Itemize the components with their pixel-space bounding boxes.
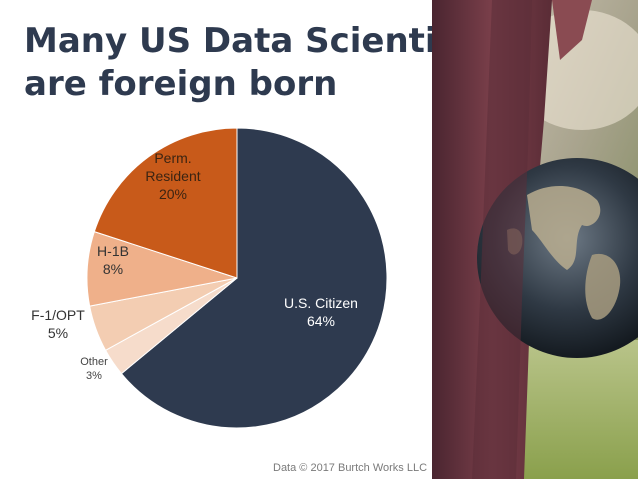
slice-perm-resident	[93, 127, 238, 279]
slice-us-citizen	[120, 127, 388, 429]
globe-photo	[432, 0, 638, 479]
label-other-line-1: Other	[80, 356, 108, 368]
label-h1b: H-1B 8%	[97, 243, 129, 277]
label-us-citizen: U.S. Citizen 64%	[284, 295, 358, 329]
source-note: Data © 2017 Burtch Works LLC	[273, 462, 428, 474]
label-perm-resident-line-2: Resident	[145, 168, 200, 184]
label-perm-resident-line-1: Perm.	[154, 150, 191, 166]
title-line-2: are foreign born	[24, 64, 338, 104]
label-perm-resident: Perm. Resident 20%	[145, 150, 200, 202]
title-line-1: Many US Data Scientists	[24, 21, 494, 61]
label-h1b-line-1: H-1B	[97, 243, 129, 259]
label-other: Other 3%	[80, 356, 108, 382]
label-other-line-2: 3%	[86, 370, 102, 382]
label-h1b-line-2: 8%	[103, 261, 123, 277]
label-us-citizen-line-1: U.S. Citizen	[284, 295, 358, 311]
label-f1-opt-line-1: F-1/OPT	[31, 307, 85, 323]
label-us-citizen-line-2: 64%	[307, 313, 335, 329]
label-f1-opt: F-1/OPT 5%	[31, 307, 85, 341]
page-title: Many US Data Scientists are foreign born	[24, 20, 494, 106]
label-f1-opt-line-2: 5%	[48, 325, 68, 341]
label-perm-resident-line-3: 20%	[159, 186, 187, 202]
